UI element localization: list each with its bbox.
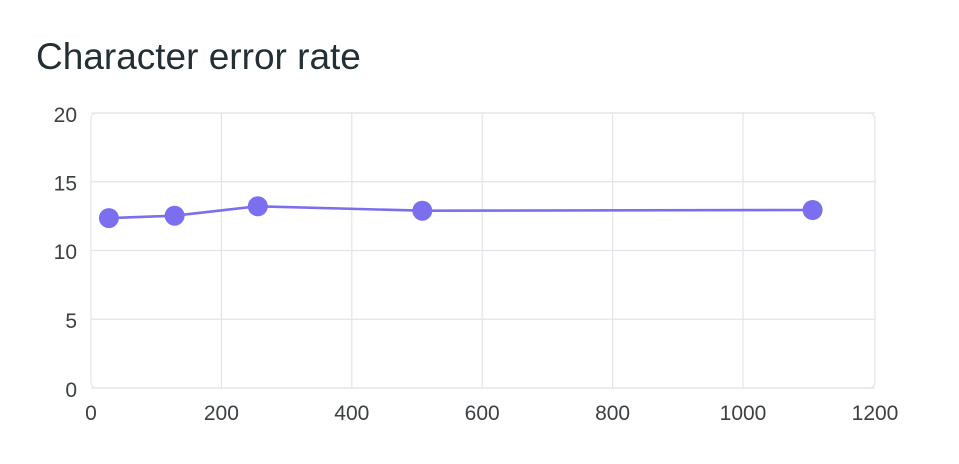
svg-text:1000: 1000: [720, 402, 767, 425]
svg-text:200: 200: [204, 402, 239, 425]
svg-text:10: 10: [54, 241, 77, 264]
svg-text:0: 0: [85, 402, 97, 425]
svg-text:0: 0: [65, 379, 77, 402]
svg-text:600: 600: [465, 402, 500, 425]
svg-text:15: 15: [54, 173, 77, 196]
svg-text:1200: 1200: [852, 402, 899, 425]
svg-text:5: 5: [65, 310, 77, 333]
svg-text:800: 800: [595, 402, 630, 425]
svg-text:20: 20: [54, 104, 77, 127]
svg-text:400: 400: [334, 402, 369, 425]
